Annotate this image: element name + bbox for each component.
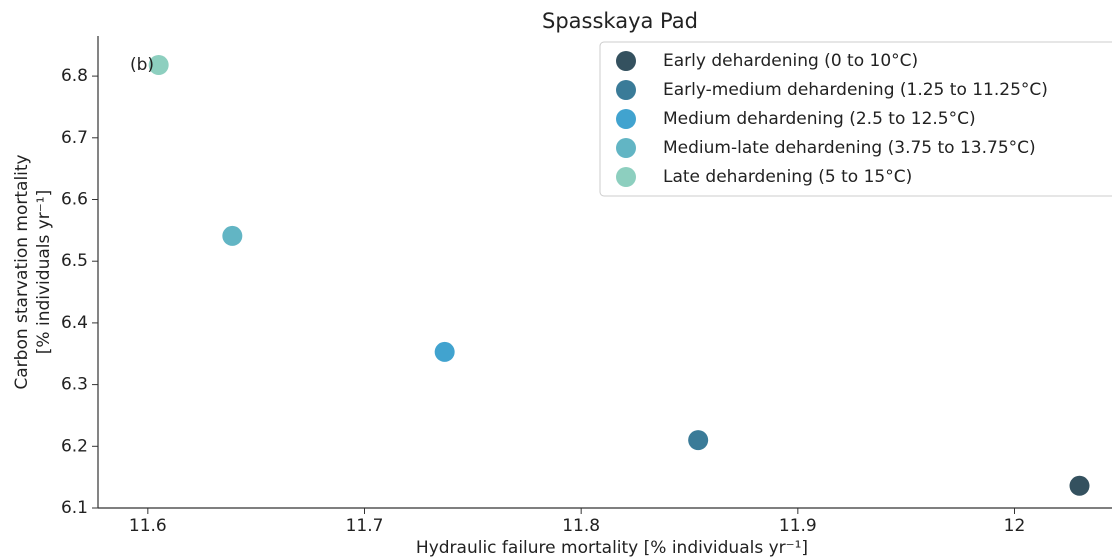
x-tick-label: 11.6	[129, 516, 167, 536]
y-tick-label: 6.3	[61, 375, 88, 395]
y-axis-label-line: [% individuals yr⁻¹]	[34, 190, 54, 354]
point	[434, 341, 455, 362]
legend-label: Medium dehardening (2.5 to 12.5°C)	[663, 109, 976, 129]
point	[222, 225, 243, 246]
x-axis-label: Hydraulic failure mortality [% individua…	[416, 538, 808, 558]
point	[688, 430, 709, 451]
annotation: (b)	[130, 55, 154, 75]
point	[1069, 475, 1090, 496]
legend-label: Early-medium dehardening (1.25 to 11.25°…	[663, 80, 1048, 100]
legend-label: Medium-late dehardening (3.75 to 13.75°C…	[663, 138, 1036, 158]
x-tick-label: 11.7	[346, 516, 384, 536]
y-tick-label: 6.2	[61, 436, 88, 456]
x-tick-label: 11.9	[779, 516, 817, 536]
y-tick-label: 6.5	[61, 251, 88, 271]
legend-marker	[616, 109, 636, 129]
x-tick-label: 11.8	[562, 516, 600, 536]
chart-title: Spasskaya Pad	[542, 9, 698, 33]
y-tick-label: 6.1	[61, 498, 88, 518]
y-tick-label: 6.7	[61, 128, 88, 148]
legend-marker	[616, 80, 636, 100]
y-tick-label: 6.4	[61, 313, 88, 333]
legend-label: Late dehardening (5 to 15°C)	[663, 167, 912, 187]
legend-marker	[616, 51, 636, 71]
legend-marker	[616, 167, 636, 187]
legend-marker	[616, 138, 636, 158]
y-axis-label-line: Carbon starvation mortality	[12, 154, 32, 389]
y-axis-label: Carbon starvation mortality [% individua…	[12, 154, 54, 389]
y-tick-label: 6.8	[61, 66, 88, 86]
point	[148, 54, 169, 75]
legend-label: Early dehardening (0 to 10°C)	[663, 51, 918, 71]
y-tick-label: 6.6	[61, 190, 88, 210]
legend-box	[599, 41, 1112, 197]
x-tick-label: 12	[1004, 516, 1026, 536]
